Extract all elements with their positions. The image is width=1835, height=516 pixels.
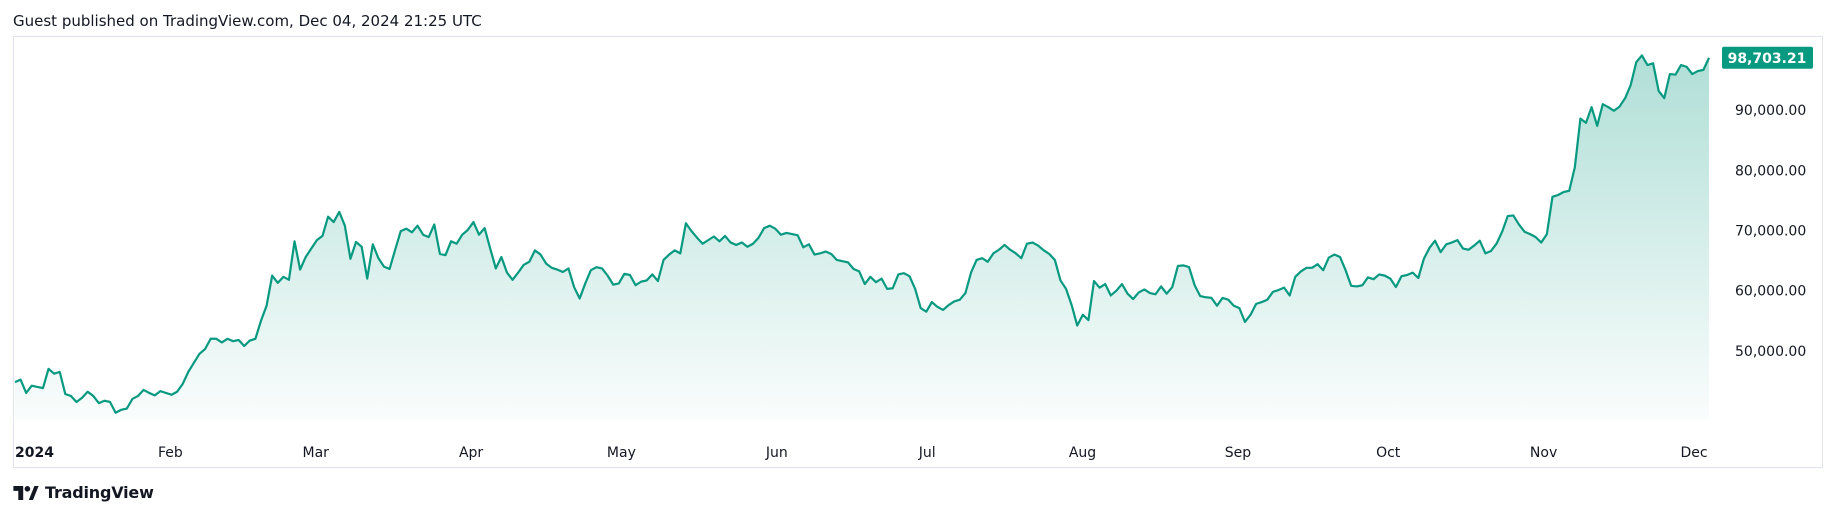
y-tick-label: 80,000.00 xyxy=(1735,163,1806,179)
x-tick-label: Dec xyxy=(1680,445,1707,461)
x-tick-label: Oct xyxy=(1376,445,1401,461)
last-price-badge xyxy=(1722,46,1813,69)
price-area-fill xyxy=(15,55,1709,421)
brand-name: TradingView xyxy=(45,483,154,502)
tradingview-logo-icon xyxy=(13,485,39,500)
y-tick-label: 70,000.00 xyxy=(1735,224,1806,240)
price-line xyxy=(14,54,1710,414)
x-tick-label: Aug xyxy=(1069,445,1096,461)
x-tick-label: Jun xyxy=(765,445,788,461)
chart-frame xyxy=(13,36,1823,468)
y-tick-label: 60,000.00 xyxy=(1735,284,1806,300)
y-tick-label: 90,000.00 xyxy=(1735,103,1806,119)
x-tick-label: 2024 xyxy=(15,445,54,461)
tradingview-brand[interactable]: TradingView xyxy=(13,483,154,502)
published-caption: Guest published on TradingView.com, Dec … xyxy=(13,12,482,30)
x-tick-label: May xyxy=(607,445,636,461)
last-price-label: 98,703.21 xyxy=(1728,51,1807,67)
x-tick-label: Apr xyxy=(459,445,483,461)
y-tick-label: 50,000.00 xyxy=(1735,344,1806,360)
x-tick-label: Mar xyxy=(302,445,329,461)
x-tick-label: Jul xyxy=(918,445,936,461)
x-tick-label: Feb xyxy=(158,445,183,461)
x-tick-label: Sep xyxy=(1225,445,1252,461)
x-tick-label: Nov xyxy=(1530,445,1557,461)
